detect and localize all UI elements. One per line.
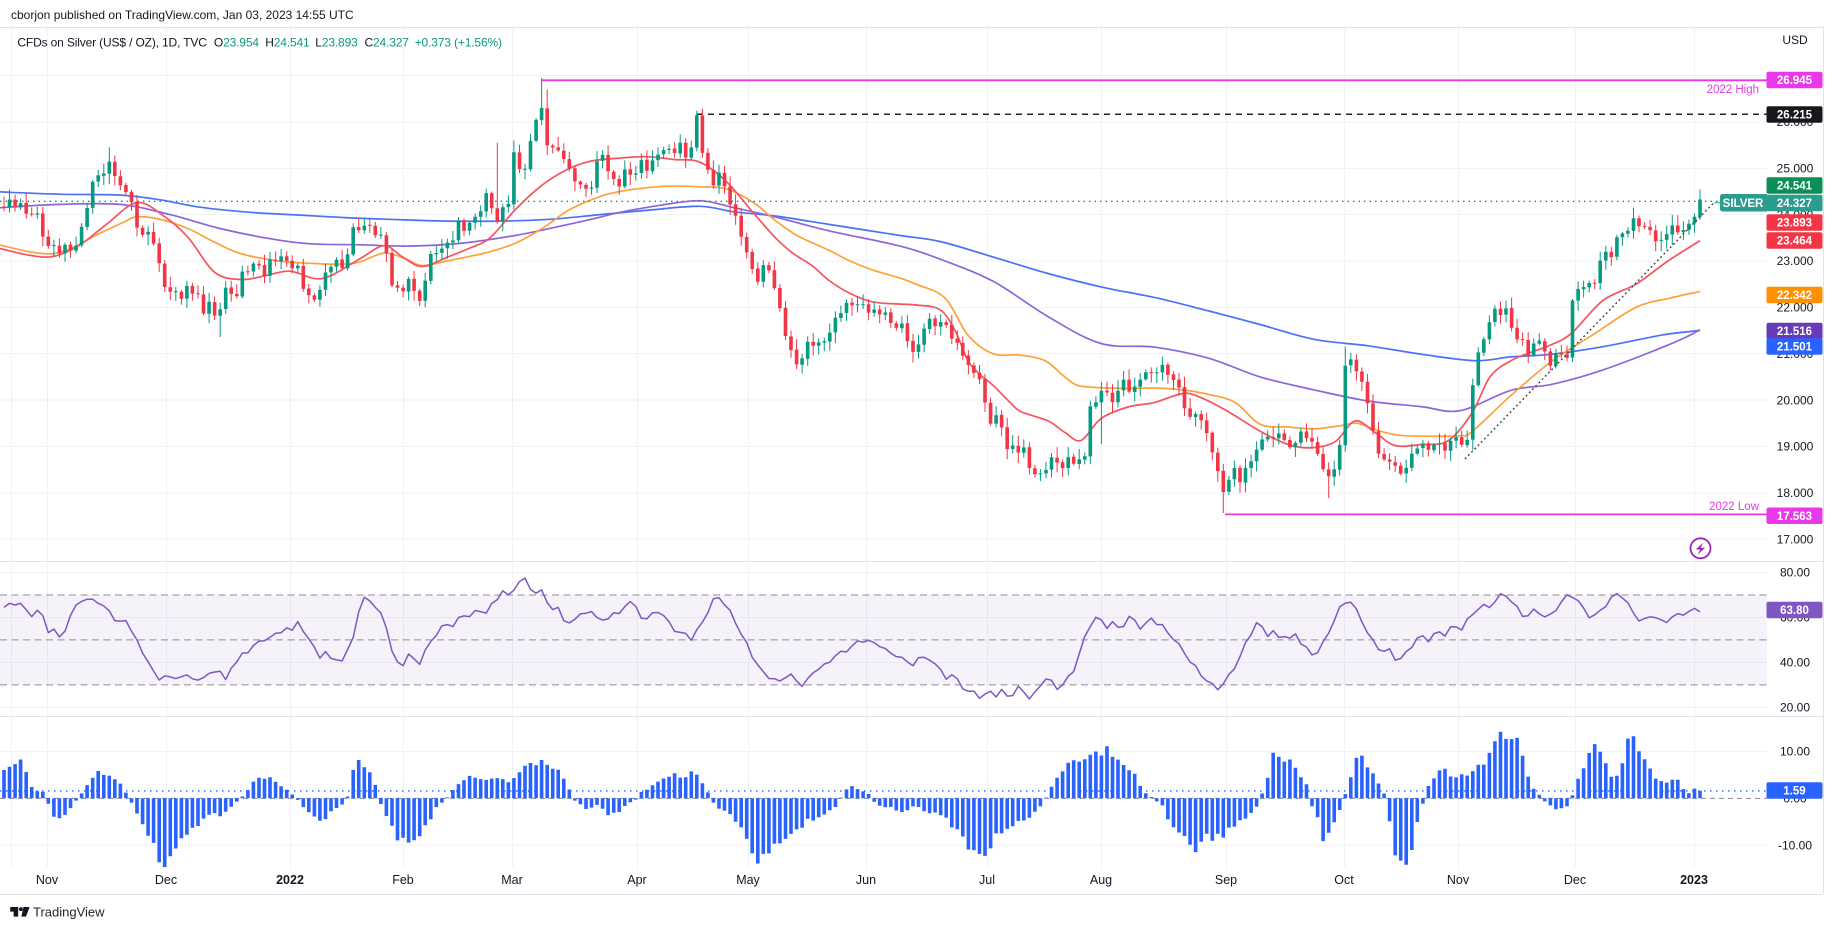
svg-text:17.000: 17.000 — [1777, 532, 1814, 546]
svg-text:80.00: 80.00 — [1780, 566, 1810, 580]
svg-text:2022: 2022 — [276, 873, 304, 887]
svg-text:Nov: Nov — [36, 873, 59, 887]
svg-text:Sep: Sep — [1215, 873, 1237, 887]
svg-text:C24.327: C24.327 — [365, 36, 410, 50]
svg-text:18.000: 18.000 — [1777, 486, 1814, 500]
svg-text:25.000: 25.000 — [1777, 162, 1814, 176]
svg-text:cborjon published on TradingVi: cborjon published on TradingView.com, Ja… — [11, 8, 354, 22]
svg-text:24.327: 24.327 — [1777, 198, 1812, 210]
svg-text:22.342: 22.342 — [1777, 290, 1812, 302]
svg-text:Aug: Aug — [1090, 873, 1112, 887]
svg-text:21.501: 21.501 — [1777, 342, 1813, 354]
svg-text:O23.954: O23.954 — [214, 36, 259, 50]
svg-text:2022 Low: 2022 Low — [1709, 501, 1760, 513]
svg-text:20.00: 20.00 — [1780, 701, 1810, 715]
svg-text:Jul: Jul — [979, 873, 995, 887]
svg-text:20.000: 20.000 — [1777, 393, 1814, 407]
svg-text:H24.541: H24.541 — [265, 36, 310, 50]
svg-text:23.464: 23.464 — [1777, 236, 1813, 248]
svg-text:21.516: 21.516 — [1777, 326, 1812, 338]
svg-text:Jun: Jun — [856, 873, 876, 887]
svg-text:1.59: 1.59 — [1783, 786, 1805, 798]
svg-text:CFDs on Silver (US$ / OZ), 1D,: CFDs on Silver (US$ / OZ), 1D, TVC — [17, 36, 207, 50]
svg-text:May: May — [736, 873, 760, 887]
svg-text:Dec: Dec — [1564, 873, 1586, 887]
svg-text:23.893: 23.893 — [1777, 218, 1812, 230]
svg-text:22.000: 22.000 — [1777, 301, 1814, 315]
svg-text:17.563: 17.563 — [1777, 511, 1812, 523]
svg-text:SILVER: SILVER — [1723, 198, 1764, 210]
svg-text:26.945: 26.945 — [1777, 75, 1813, 87]
svg-text:Feb: Feb — [392, 873, 414, 887]
svg-text:19.000: 19.000 — [1777, 440, 1814, 454]
svg-text:23.000: 23.000 — [1777, 254, 1814, 268]
svg-text:-10.00: -10.00 — [1778, 838, 1812, 852]
svg-text:Nov: Nov — [1447, 873, 1470, 887]
svg-text:Oct: Oct — [1334, 873, 1354, 887]
svg-text:Apr: Apr — [627, 873, 646, 887]
svg-text:2023: 2023 — [1680, 873, 1708, 887]
svg-text:40.00: 40.00 — [1780, 656, 1810, 670]
svg-text:+0.373 (+1.56%): +0.373 (+1.56%) — [415, 36, 502, 50]
svg-text:63.80: 63.80 — [1780, 605, 1809, 617]
svg-text:2022 High: 2022 High — [1707, 84, 1759, 96]
svg-text:Dec: Dec — [155, 873, 177, 887]
svg-text:26.215: 26.215 — [1777, 110, 1813, 122]
svg-text:10.00: 10.00 — [1780, 745, 1810, 759]
svg-text:Mar: Mar — [501, 873, 523, 887]
svg-text:TradingView: TradingView — [33, 905, 105, 920]
svg-text:USD: USD — [1782, 33, 1808, 47]
svg-text:L23.893: L23.893 — [315, 36, 358, 50]
svg-text:24.541: 24.541 — [1777, 181, 1813, 193]
